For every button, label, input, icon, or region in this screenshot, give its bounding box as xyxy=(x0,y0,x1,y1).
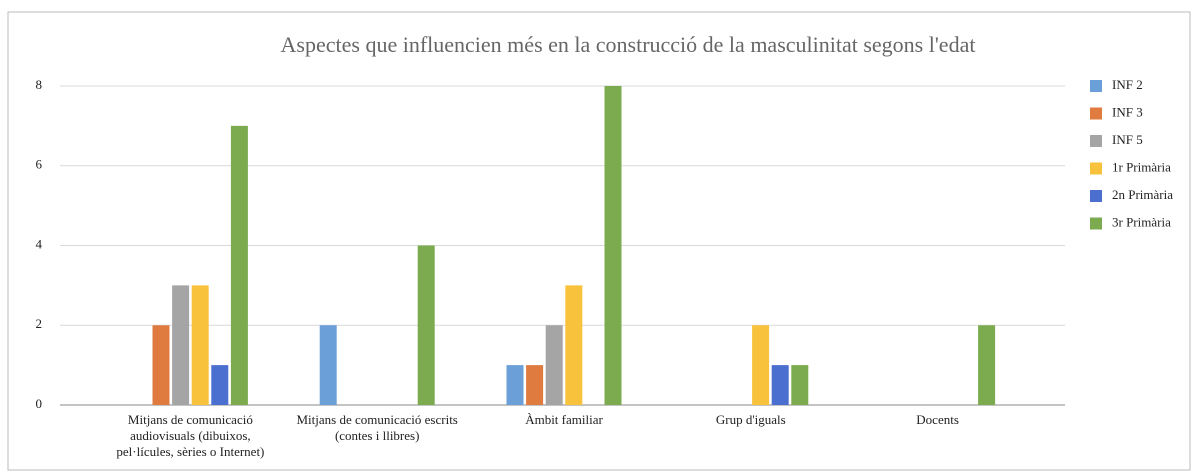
legend-swatch xyxy=(1090,135,1102,147)
bar xyxy=(230,125,248,405)
bar xyxy=(604,86,622,405)
y-tick-label: 6 xyxy=(36,157,43,172)
legend-swatch xyxy=(1090,217,1102,230)
legend-label: INF 2 xyxy=(1112,77,1143,92)
y-tick-label: 4 xyxy=(36,236,43,251)
x-tick-label: Àmbit familiar xyxy=(525,412,603,427)
bar xyxy=(152,325,170,405)
legend-label: 1r Primària xyxy=(1112,159,1171,174)
chart-title: Aspectes que influencien més en la const… xyxy=(281,32,976,57)
x-tick-label: Mitjans de comunicació audiovisuals (dib… xyxy=(116,412,265,459)
bar xyxy=(978,325,996,405)
x-tick-label: Grup d'iguals xyxy=(715,412,786,427)
bar xyxy=(565,285,583,405)
y-tick-label: 0 xyxy=(36,396,43,411)
legend-swatch xyxy=(1090,80,1102,92)
legend-swatch xyxy=(1090,162,1102,175)
y-tick-label: 2 xyxy=(36,316,43,331)
bar xyxy=(191,285,209,405)
legend-swatch xyxy=(1090,190,1102,202)
legend-label: 3r Primària xyxy=(1112,214,1171,229)
y-tick-label: 8 xyxy=(36,77,43,92)
bar xyxy=(172,285,190,405)
legend-label: INF 3 xyxy=(1112,104,1143,119)
bar xyxy=(545,325,563,405)
x-tick-label: Docents xyxy=(916,412,959,427)
x-tick-label: Mitjans de comunicació escrits (contes i… xyxy=(296,412,458,443)
legend-swatch xyxy=(1090,107,1102,120)
bar xyxy=(211,365,229,405)
bar xyxy=(752,325,770,405)
legend-label: INF 5 xyxy=(1112,132,1143,147)
bar xyxy=(791,365,809,405)
bar xyxy=(319,325,337,405)
bar xyxy=(771,365,789,405)
bar xyxy=(526,365,544,405)
bar xyxy=(506,365,524,405)
bar xyxy=(417,245,435,405)
legend-label: 2n Primària xyxy=(1112,187,1173,202)
